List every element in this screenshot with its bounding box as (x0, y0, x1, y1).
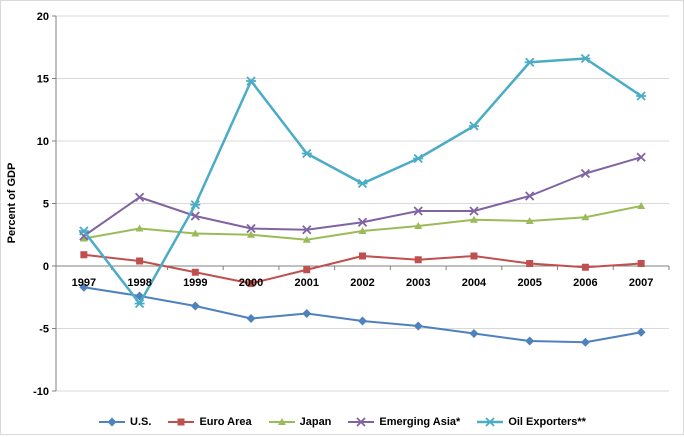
legend-label: Euro Area (199, 415, 252, 428)
marker-square (191, 268, 199, 276)
x-tick-label: 1999 (183, 277, 207, 289)
legend-label: Emerging Asia* (379, 415, 461, 428)
marker-x (469, 206, 479, 216)
marker-asterisk (301, 148, 312, 159)
marker-square (247, 280, 255, 287)
legend-item-emerging-asia: Emerging Asia* (347, 416, 460, 428)
legend-marker-icon (477, 416, 504, 427)
x-tick-label: 2003 (406, 277, 430, 289)
legend-label: Japan (299, 415, 332, 428)
marker-square (359, 252, 366, 260)
marker-triangle (414, 222, 423, 229)
legend-label: Oil Exporters** (508, 415, 586, 428)
legend: U.S. Euro Area Japan Emerging Asia* Oil Expo… (1, 406, 683, 437)
y-axis-title: Percent of GDP (6, 163, 18, 244)
series-line-u-s (82, 286, 643, 344)
marker-diamond (358, 316, 367, 326)
marker-diamond (107, 417, 117, 426)
marker-diamond (246, 314, 256, 323)
marker-triangle (637, 202, 646, 209)
plot-area: Percent of GDP -10 -5 0 5 10 15 20 1997 1998 1999… (6, 11, 670, 398)
x-tick-label: 1997 (72, 277, 96, 289)
marker-asterisk (78, 226, 89, 236)
marker-x (525, 191, 535, 201)
x-tick-label: 2004 (462, 277, 487, 289)
marker-asterisk (246, 76, 257, 86)
plot-group: -10 -5 0 5 10 15 20 1997 1998 1999 2000 2001 2002 200… (33, 11, 670, 398)
legend-item-japan: Japan (268, 415, 332, 428)
marker-x (302, 225, 312, 235)
marker-diamond (636, 327, 646, 337)
marker-triangle (469, 215, 478, 223)
marker-diamond (302, 309, 312, 318)
legend-marker-icon (268, 417, 295, 425)
legend-label: U.S. (130, 415, 152, 428)
legend-item-euro-area: Euro Area (167, 415, 252, 428)
marker-triangle (525, 217, 534, 224)
marker-square (136, 257, 144, 265)
marker-diamond (190, 301, 200, 311)
x-tick-label: 2007 (629, 277, 653, 289)
marker-x (636, 152, 646, 162)
x-tick-label: 1998 (127, 277, 151, 289)
marker-square (80, 251, 88, 259)
y-tick-label: -5 (39, 324, 49, 336)
y-tick-label: 0 (43, 261, 49, 273)
legend-item-u-s: U.S. (98, 416, 151, 428)
x-tick-label: 2002 (350, 277, 374, 289)
x-tick-label: 2001 (295, 277, 319, 289)
legend-marker-icon (348, 416, 375, 427)
y-tick-label: -10 (33, 386, 49, 398)
marker-square (581, 263, 589, 271)
marker-triangle (302, 235, 311, 243)
x-tick-label: 2005 (517, 277, 541, 289)
series-line-emerging-asia (82, 156, 643, 237)
legend-marker-icon (99, 417, 126, 426)
marker-triangle (247, 230, 256, 238)
legend-marker-icon (168, 418, 195, 425)
marker-square (414, 256, 422, 264)
marker-triangle (277, 417, 286, 425)
marker-triangle (358, 227, 367, 234)
marker-triangle (79, 234, 88, 242)
marker-x (580, 168, 591, 179)
y-tick-label: 5 (43, 199, 49, 211)
marker-x (190, 211, 200, 221)
marker-asterisk (413, 153, 424, 164)
marker-x (246, 223, 256, 234)
marker-square (177, 418, 185, 425)
marker-asterisk (357, 178, 368, 189)
marker-asterisk (190, 200, 201, 210)
x-tick-label: 2000 (239, 277, 263, 289)
marker-diamond (413, 321, 423, 331)
marker-square (303, 266, 311, 274)
marker-asterisk (636, 91, 647, 101)
marker-asterisk (134, 298, 145, 309)
marker-x (413, 206, 423, 216)
marker-asterisk (485, 416, 496, 427)
marker-x (356, 416, 367, 427)
marker-diamond (469, 329, 479, 338)
marker-asterisk (524, 57, 535, 67)
marker-triangle (191, 229, 200, 237)
marker-square (526, 260, 534, 267)
marker-diamond (580, 337, 590, 347)
y-tick-label: 10 (37, 136, 49, 148)
marker-triangle (581, 213, 590, 221)
y-tick-label: 15 (37, 74, 49, 86)
marker-diamond (79, 282, 89, 292)
marker-asterisk (580, 53, 591, 64)
marker-diamond (525, 336, 535, 346)
x-tick-label: 2006 (573, 277, 597, 289)
marker-asterisk (468, 121, 479, 131)
marker-square (470, 252, 478, 260)
legend-item-oil-exporters: Oil Exporters** (476, 416, 586, 428)
marker-square (637, 260, 645, 267)
marker-x (357, 217, 368, 227)
y-tick-label: 20 (37, 11, 49, 23)
marker-triangle (135, 224, 144, 232)
marker-x (134, 192, 145, 202)
